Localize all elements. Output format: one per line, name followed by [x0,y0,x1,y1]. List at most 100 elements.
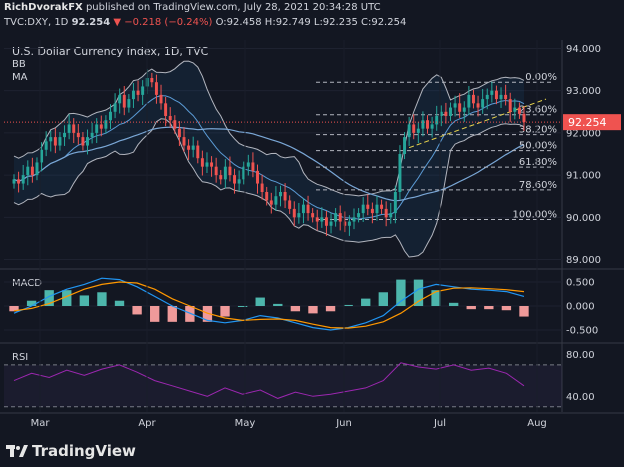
candle [67,124,71,133]
signal-line [13,281,525,329]
macd-histogram-bar [290,306,301,312]
candle [430,124,434,129]
candle [168,116,172,121]
candle [403,137,407,154]
macd-histogram-bar [431,290,441,306]
author-name[interactable]: RichDvorakFX [4,2,83,13]
candle [380,204,384,209]
candle [122,94,126,108]
bollinger-basis [13,95,525,220]
candle [476,103,480,108]
time-axis-tick: Aug [527,418,547,429]
candle [136,90,140,95]
candle [481,99,485,108]
candle [251,162,255,171]
candle [306,204,310,214]
candle [315,217,319,222]
candle [522,113,526,123]
candle [389,213,393,218]
candle [320,217,324,222]
candle [393,192,397,214]
fib-level-label: 100.00% [513,209,558,220]
bb-indicator-label[interactable]: BB [12,59,26,70]
macd-histogram-bar [114,300,125,306]
candle [458,103,462,112]
candle [467,94,471,108]
change-arrow-icon: ▼ [113,17,122,28]
tradingview-logo[interactable]: TradingView [6,440,136,462]
candle [150,78,154,83]
candle [370,208,374,214]
candle [343,221,347,226]
candle [398,154,402,192]
candle [228,166,232,176]
candle [86,137,89,146]
fib-level-label: 38.20% [519,125,557,136]
candle [347,221,351,226]
candle [416,128,420,133]
candle [288,200,292,209]
candle [49,137,53,142]
candle [283,192,287,201]
candle [12,179,16,184]
candle [462,107,466,112]
candle [361,204,365,214]
candle [334,213,338,222]
candle [35,162,39,176]
macd-histogram-bar [44,290,54,306]
candle [113,103,117,112]
bollinger-lower [13,118,525,258]
trend-line [408,98,547,149]
candle [301,204,305,214]
candle [187,145,191,150]
macd-histogram-bar [237,306,248,307]
candle [210,162,214,167]
rsi-axis-tick: 80.00 [566,350,595,361]
candle [421,120,425,129]
candle [173,120,177,129]
macd-histogram-bar [361,298,371,306]
time-axis-tick: May [235,418,256,429]
candle [329,221,333,226]
macd-histogram-bar [26,300,37,306]
price-axis-tick: 89.000 [566,255,601,266]
candle [246,162,250,167]
candle [17,179,21,184]
macd-histogram-bar [519,306,529,317]
macd-histogram-bar [308,306,318,314]
symbol-label[interactable]: TVC:DXY, 1D [4,17,69,28]
time-axis-tick: Apr [138,418,156,429]
publish-info: published on TradingView.com, July 28, 2… [85,2,381,13]
macd-histogram-bar [167,306,177,322]
macd-histogram-bar [97,292,107,306]
candle [485,94,489,100]
price-axis-tick: 91.000 [566,171,601,182]
time-axis-tick: Jun [335,418,352,429]
macd-histogram-bar [220,306,230,317]
price-axis-tick: 90.000 [566,213,601,224]
candle [265,192,269,201]
moving-average-line [13,126,525,202]
candle [44,141,48,150]
candle [260,183,264,192]
candle [40,149,44,163]
macd-histogram-bar [132,306,142,315]
candle [297,213,301,218]
candle [233,175,237,184]
rsi-label: RSI [12,352,28,363]
candle [490,90,494,95]
candle [426,120,429,129]
candle [177,128,181,138]
candle [30,166,34,176]
candle [154,82,158,95]
candle [196,145,200,159]
ma-indicator-label[interactable]: MA [12,72,28,83]
candle [292,208,296,218]
candle [81,137,85,146]
macd-axis-tick: 0.500 [566,278,595,289]
candle [127,99,131,108]
rsi-axis-tick: 40.00 [566,392,595,403]
candle [164,103,168,116]
candle [435,116,439,125]
